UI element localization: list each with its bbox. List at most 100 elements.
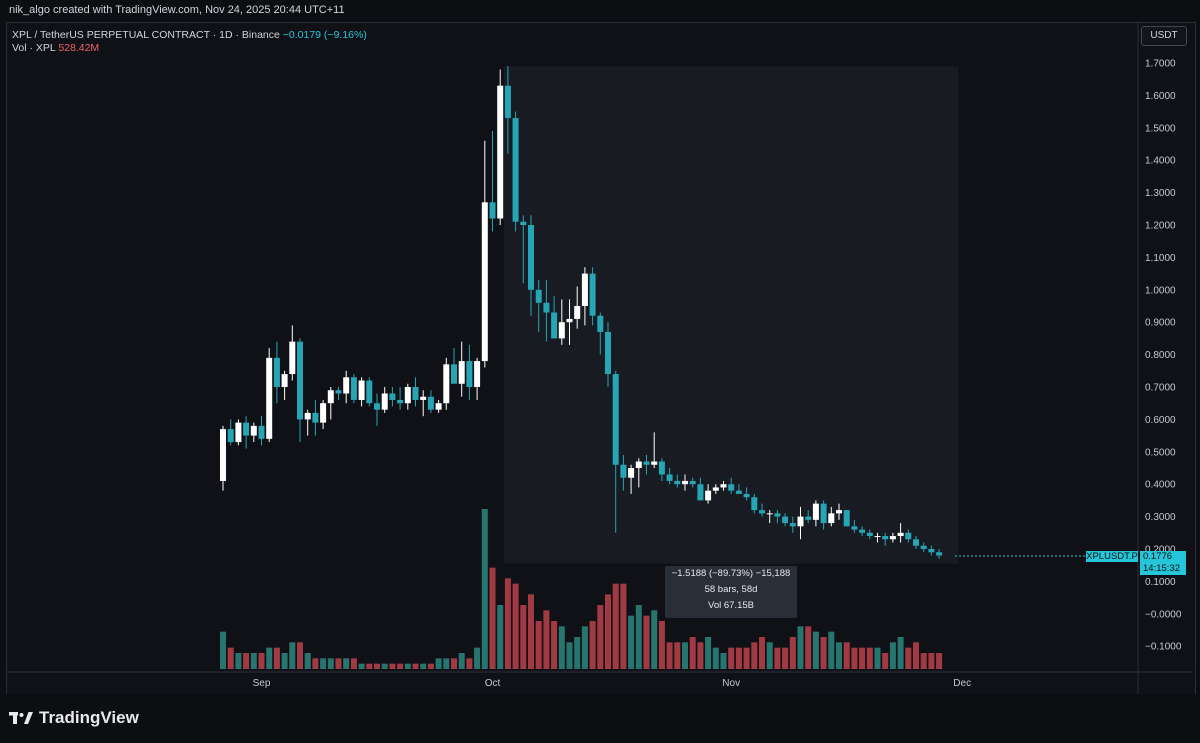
volume-bar [289,642,296,669]
candle-body [543,302,550,313]
candle-body [381,393,388,410]
volume-bar [774,647,781,669]
candle-body [243,422,250,436]
volume-bar [535,621,542,669]
volume-bar [789,637,796,669]
y-tick-label: 0.1000 [1145,577,1176,588]
volume-bar [551,621,558,669]
candle-body [535,289,542,303]
volume-bar [928,653,935,669]
candle-body [389,393,396,400]
volume-legend: Vol · XPL 528.42M [12,42,99,54]
candle-body [258,425,265,439]
x-tick-label: Nov [722,678,740,689]
volume-label: Vol · XPL [12,42,56,54]
tradingview-logo[interactable]: TradingView [9,708,139,728]
volume-bar [558,626,565,669]
volume-bar [451,658,457,669]
volume-bar [581,626,588,669]
attribution-text: nik_algo created with TradingView.com, N… [9,4,345,16]
volume-bar [674,642,681,669]
candle-body [851,526,858,530]
candle-body [866,532,873,537]
candle-body [458,361,465,384]
volume-bar [474,647,481,669]
candle-body [343,377,350,394]
candle-body [820,503,827,524]
symbol-price-tag: XPLUSDT.P [1086,551,1138,562]
y-tick-label: −0.0000 [1145,609,1182,620]
volume-bar [520,605,527,669]
candle-body [512,118,519,222]
volume-bar [635,605,642,669]
candle-body [635,461,642,468]
y-tick-label: 0.6000 [1145,415,1176,426]
candle-body [913,539,919,546]
volume-bar [443,658,450,669]
y-tick-label: 1.1000 [1145,253,1176,264]
candle-body [397,399,404,404]
volume-bar [820,637,827,669]
candle-body [905,532,912,540]
candle-body [412,387,419,400]
volume-bar [697,642,704,669]
candle-body [366,380,373,404]
candle-body [327,390,334,404]
volume-bar [805,626,812,669]
y-tick-label: 0.7000 [1145,383,1176,394]
candle-body [504,85,511,119]
volume-bar [866,647,873,669]
candle-body [728,484,735,491]
candle-body [782,516,789,524]
candle-body [836,510,842,514]
candle-body [304,412,311,420]
last-price-box: 0.1776 14:15:32 [1140,551,1186,575]
y-tick-label: 1.0000 [1145,285,1176,296]
volume-bar [250,653,257,669]
volume-bar [458,653,465,669]
volume-bar [528,594,534,669]
volume-bar [766,642,773,669]
candle-body [589,273,596,316]
candle-body [497,85,504,219]
volume-bar [936,653,943,669]
candle-body [597,315,604,332]
volume-bar [828,631,835,669]
symbol-legend: XPL / TetherUS PERPETUAL CONTRACT · 1D ·… [12,29,367,41]
volume-bar [358,663,365,669]
volume-bar [504,578,511,669]
change-value: −0.0179 (−9.16%) [282,29,367,41]
currency-button[interactable]: USDT [1141,26,1187,46]
measure-tooltip: −1.5188 (−89.73%) −15,188 58 bars, 58d V… [665,566,797,618]
volume-bar [751,642,758,669]
candle-body [620,464,627,478]
attribution-bar: nik_algo created with TradingView.com, N… [0,0,1200,22]
volume-bar [897,637,904,669]
volume-bar [597,605,604,669]
candle-body [235,422,242,443]
volume-bar [643,615,650,669]
candle-body [528,225,534,290]
candle-body [451,364,457,384]
volume-bar [651,610,658,669]
candle-body [651,461,658,465]
volume-bar [836,642,842,669]
tradingview-logo-icon [9,712,33,724]
candle-body [874,536,881,538]
volume-bar [543,610,550,669]
y-tick-label: 0.9000 [1145,318,1176,329]
x-tick-label: Sep [253,678,271,689]
candle-body [928,549,935,553]
candle-body [697,484,704,501]
volume-bar [913,642,919,669]
y-tick-label: 0.3000 [1145,512,1176,523]
volume-bar [689,637,696,669]
candle-body [658,461,665,475]
candle-body [320,403,327,423]
candle-body [297,341,303,420]
volume-bar [420,663,427,669]
volume-bar [797,626,804,669]
y-tick-label: 0.8000 [1145,350,1176,361]
measure-volume: Vol 67.15B [708,600,754,611]
